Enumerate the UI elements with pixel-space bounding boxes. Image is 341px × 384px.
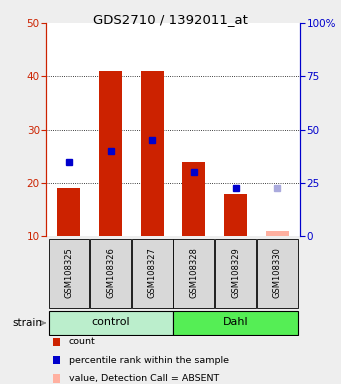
Text: control: control bbox=[91, 318, 130, 328]
Bar bbox=[224, 194, 247, 236]
Text: count: count bbox=[69, 337, 95, 346]
Bar bbox=[266, 231, 288, 236]
Text: Dahl: Dahl bbox=[223, 318, 248, 328]
Text: strain: strain bbox=[13, 318, 43, 328]
Bar bbox=[141, 71, 164, 236]
Bar bbox=[182, 162, 205, 236]
Bar bbox=[174, 311, 298, 335]
Bar bbox=[58, 188, 80, 236]
Text: GSM108330: GSM108330 bbox=[273, 247, 282, 298]
Bar bbox=[174, 239, 214, 308]
Text: value, Detection Call = ABSENT: value, Detection Call = ABSENT bbox=[69, 374, 219, 383]
Text: GSM108328: GSM108328 bbox=[189, 247, 198, 298]
Text: GSM108326: GSM108326 bbox=[106, 247, 115, 298]
Bar bbox=[48, 239, 89, 308]
Bar bbox=[99, 71, 122, 236]
Bar bbox=[90, 239, 131, 308]
Bar bbox=[215, 239, 256, 308]
Text: GSM108325: GSM108325 bbox=[64, 247, 73, 298]
Text: GSM108329: GSM108329 bbox=[231, 247, 240, 298]
Bar bbox=[257, 239, 298, 308]
Text: percentile rank within the sample: percentile rank within the sample bbox=[69, 356, 229, 365]
Bar bbox=[48, 311, 173, 335]
Text: GDS2710 / 1392011_at: GDS2710 / 1392011_at bbox=[93, 13, 248, 26]
Text: GSM108327: GSM108327 bbox=[148, 247, 157, 298]
Bar bbox=[132, 239, 173, 308]
